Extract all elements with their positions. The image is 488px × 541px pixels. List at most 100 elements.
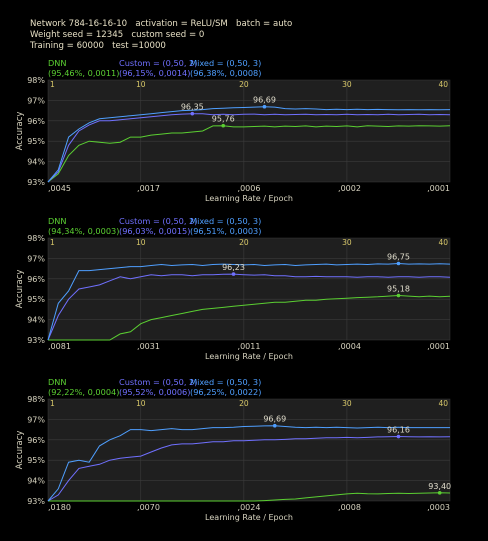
- legend-dnn: DNN: [48, 377, 67, 387]
- x-axis-label: Learning Rate / Epoch: [205, 352, 293, 361]
- y-tick-label: 97%: [27, 96, 45, 105]
- lr-tick-label: ,0017: [137, 184, 160, 193]
- epoch-tick-label: 1: [50, 399, 55, 408]
- legend-custom-value: (96,03%, 0,0015): [119, 226, 191, 236]
- chart-1: 98% 97% 96% 95% 94% 93% 1 10 20 30 40 ,0045 ,0017 ,00…: [15, 76, 451, 203]
- lr-tick-label: ,0180: [48, 503, 71, 512]
- series-line-mixed: [47, 262, 451, 341]
- legend-mixed-value: (96,25%, 0,0022): [190, 387, 262, 397]
- plot-area: [47, 79, 451, 183]
- legend-custom-value: (96,15%, 0,0014): [119, 68, 191, 78]
- series-line-custom: [47, 435, 451, 502]
- series-line-custom: [47, 113, 451, 183]
- peak-marker-dnn: [437, 491, 442, 495]
- peak-label-custom: 96,35: [181, 103, 204, 112]
- y-tick-label: 98%: [27, 76, 45, 85]
- epoch-tick-label: 20: [239, 238, 249, 247]
- epoch-tick-label: 30: [342, 80, 352, 89]
- lr-tick-label: ,0081: [48, 342, 71, 351]
- peak-marker-dnn: [221, 123, 226, 128]
- chart-3: 98% 97% 96% 95% 94% 93% 1 10 20 30 40 ,0180 ,0070 ,00…: [15, 395, 451, 522]
- lr-tick-label: ,0011: [238, 342, 261, 351]
- legend-custom: Custom = (0,50, 2): [119, 58, 198, 68]
- x-axis-label: Learning Rate / Epoch: [205, 194, 293, 203]
- epoch-tick-label: 40: [438, 80, 448, 89]
- peak-label-mixed: 96,75: [387, 253, 410, 262]
- series-line-dnn: [48, 492, 451, 502]
- legend-mixed-value: (96,51%, 0,0003): [190, 226, 262, 236]
- legend-custom: Custom = (0,50, 2): [119, 216, 198, 226]
- y-tick-label: 94%: [27, 477, 45, 486]
- epoch-tick-label: 30: [342, 399, 352, 408]
- peak-label-dnn: 95,18: [387, 285, 410, 294]
- epoch-tick-label: 20: [239, 399, 249, 408]
- epoch-tick-label: 40: [438, 399, 448, 408]
- plot-area: [47, 398, 451, 502]
- legend-mixed: Mixed = (0,50, 3): [190, 377, 262, 387]
- y-axis-label: Accuracy: [15, 431, 25, 470]
- y-tick-label: 95%: [27, 456, 45, 465]
- y-tick-label: 97%: [27, 254, 45, 263]
- peak-marker-mixed: [272, 423, 277, 428]
- series-line-dnn: [47, 125, 451, 183]
- y-tick-label: 93%: [27, 336, 45, 345]
- legend-dnn: DNN: [48, 58, 67, 68]
- y-tick-label: 95%: [27, 295, 45, 304]
- lr-tick-label: ,0002: [338, 184, 361, 193]
- legend-dnn-value: (92,22%, 0,0004): [48, 387, 120, 397]
- legend-mixed: Mixed = (0,50, 3): [190, 58, 262, 68]
- lr-tick-label: ,0001: [427, 342, 450, 351]
- x-axis-label: Learning Rate / Epoch: [205, 513, 293, 522]
- epoch-tick-label: 10: [136, 80, 146, 89]
- peak-marker-dnn: [396, 293, 401, 298]
- peak-label-mixed: 96,69: [253, 96, 276, 105]
- legend-custom: Custom = (0,50, 2): [119, 377, 198, 387]
- lr-tick-label: ,0024: [238, 503, 261, 512]
- legend-dnn: DNN: [48, 216, 67, 226]
- plot-area: [47, 237, 451, 341]
- epoch-tick-label: 30: [342, 238, 352, 247]
- lr-tick-label: ,0001: [427, 184, 450, 193]
- peak-marker-custom: [231, 272, 236, 276]
- lr-tick-label: ,0006: [238, 184, 261, 193]
- epoch-tick-label: 10: [136, 399, 146, 408]
- epoch-tick-label: 20: [239, 80, 249, 89]
- series-line-mixed: [47, 106, 451, 183]
- epoch-tick-label: 1: [50, 238, 55, 247]
- lr-tick-label: ,0004: [338, 342, 361, 351]
- y-tick-label: 96%: [27, 117, 45, 126]
- chart-2: 98% 97% 96% 95% 94% 93% 1 10 20 30 40 ,0081 ,0031 ,00…: [15, 234, 451, 361]
- epoch-tick-label: 40: [438, 238, 448, 247]
- peak-label-custom: 96,16: [387, 426, 410, 435]
- peak-label-dnn: 95,76: [212, 115, 235, 124]
- y-tick-label: 94%: [27, 158, 45, 167]
- peak-marker-custom: [396, 434, 401, 439]
- series-line-mixed: [47, 425, 450, 502]
- y-tick-label: 93%: [27, 497, 45, 506]
- peak-marker-mixed: [396, 261, 401, 266]
- y-tick-label: 98%: [27, 395, 45, 404]
- y-tick-label: 96%: [27, 436, 45, 445]
- peak-label-dnn: 93,40: [428, 482, 451, 491]
- header-training: Training = 60000 test =10000: [30, 41, 166, 51]
- y-axis-label: Accuracy: [15, 270, 25, 309]
- series-line-custom: [47, 273, 451, 341]
- epoch-tick-label: 1: [50, 80, 55, 89]
- y-tick-label: 93%: [27, 178, 45, 187]
- lr-tick-label: ,0008: [338, 503, 361, 512]
- legend-mixed-value: (96,38%, 0,0008): [190, 68, 262, 78]
- legend-mixed: Mixed = (0,50, 3): [190, 216, 262, 226]
- peak-marker-mixed: [262, 104, 267, 109]
- legend-dnn-value: (95,46%, 0,0011): [48, 68, 120, 78]
- peak-label-custom: 96,23: [222, 263, 245, 272]
- header-network: Network 784-16-16-10 activation = ReLU/S…: [30, 19, 293, 29]
- series-line-dnn: [48, 294, 451, 341]
- lr-tick-label: ,0045: [48, 184, 71, 193]
- peak-marker-custom: [190, 111, 195, 116]
- peak-label-mixed: 96,69: [263, 415, 286, 424]
- lr-tick-label: ,0070: [137, 503, 160, 512]
- lr-tick-label: ,0031: [137, 342, 160, 351]
- y-tick-label: 98%: [27, 234, 45, 243]
- y-tick-label: 96%: [27, 275, 45, 284]
